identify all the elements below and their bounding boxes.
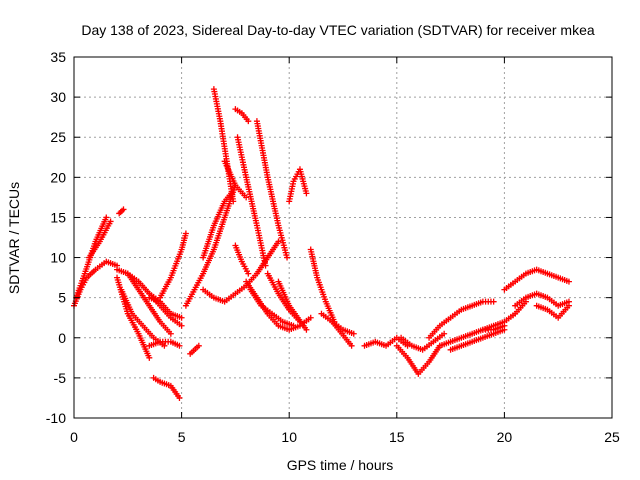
data-series-arc18	[221, 158, 250, 201]
y-tick-label: -10	[46, 410, 66, 426]
y-tick-label: -5	[54, 370, 67, 386]
y-tick-label: 10	[50, 250, 66, 266]
y-tick-label: 5	[58, 290, 66, 306]
x-tick-label: 5	[178, 429, 186, 445]
data-series-arc17	[210, 86, 237, 205]
chart-title: Day 138 of 2023, Sidereal Day-to-day VTE…	[81, 22, 594, 38]
y-tick-label: 30	[50, 89, 66, 105]
data-point	[107, 218, 114, 225]
data-series-arc15	[182, 182, 239, 309]
data-series-arc41	[533, 302, 572, 321]
data-series-arc3	[86, 218, 114, 261]
data-point	[120, 206, 127, 213]
data-series-arc29	[307, 246, 338, 325]
data-layer	[71, 86, 572, 401]
x-tick-label: 10	[281, 429, 297, 445]
data-point	[441, 330, 448, 337]
x-tick-label: 15	[389, 429, 405, 445]
grid-layer	[74, 57, 612, 418]
data-point	[103, 214, 110, 221]
data-series-arc35	[426, 298, 497, 341]
data-point	[245, 118, 252, 125]
plot-frame	[73, 56, 613, 419]
data-series-arc20	[234, 134, 269, 269]
data-series-arc6	[118, 286, 168, 349]
data-series-arc30	[318, 310, 357, 337]
data-series-arc12	[114, 266, 164, 305]
data-point	[307, 314, 314, 321]
data-point	[350, 330, 357, 337]
data-point	[182, 230, 189, 237]
data-series-arc37	[447, 326, 508, 353]
data-series-arc22	[253, 118, 291, 261]
data-point	[348, 342, 355, 349]
tick-layer: -10 -5 0 5 10 15 20 25 30 35 0 5 10 15 20 25	[46, 49, 620, 445]
data-series-arc16	[200, 190, 235, 261]
data-point	[565, 278, 572, 285]
data-point	[146, 354, 153, 361]
data-series-arc32	[361, 334, 411, 349]
data-point	[176, 342, 183, 349]
data-series-arc27	[275, 278, 310, 333]
data-series-arc4	[116, 206, 127, 217]
data-point	[161, 342, 168, 349]
y-tick-label: 25	[50, 129, 66, 145]
x-axis-label: GPS time / hours	[287, 457, 394, 473]
data-point	[303, 326, 310, 333]
data-series-arc25	[247, 286, 297, 329]
data-point	[501, 326, 508, 333]
data-point	[275, 238, 282, 245]
data-point	[290, 322, 297, 329]
data-series-arc5	[114, 274, 153, 361]
data-point	[490, 298, 497, 305]
data-point	[303, 190, 310, 197]
x-tick-label: 20	[497, 429, 513, 445]
data-point	[565, 302, 572, 309]
data-series-arc13	[157, 230, 189, 301]
data-point	[284, 254, 291, 261]
data-series-arc21	[232, 242, 252, 277]
data-series-arc28	[286, 166, 310, 205]
data-point	[230, 198, 237, 205]
data-series-arc40	[512, 290, 572, 309]
data-point	[195, 342, 202, 349]
data-series-arc10	[150, 374, 183, 401]
y-tick-label: 15	[50, 209, 66, 225]
data-series-arc23	[200, 238, 282, 305]
x-tick-label: 0	[70, 429, 78, 445]
x-tick-label: 25	[604, 429, 620, 445]
y-tick-label: 20	[50, 169, 66, 185]
data-point	[178, 322, 185, 329]
data-point	[176, 394, 183, 401]
data-point	[245, 270, 252, 277]
y-tick-label: 35	[50, 49, 66, 65]
y-tick-label: 0	[58, 330, 66, 346]
data-series-arc33	[393, 342, 443, 377]
data-point	[178, 314, 185, 321]
data-series-arc34	[398, 330, 448, 353]
data-series-arc14	[187, 342, 202, 357]
data-series-arc36	[436, 322, 508, 349]
data-series-arc11	[146, 338, 183, 349]
data-point	[167, 330, 174, 337]
data-series-arc31	[329, 318, 355, 349]
data-point	[243, 194, 250, 201]
data-series-arc39	[501, 266, 572, 293]
y-axis-label: SDTVAR / TECUs	[6, 182, 22, 294]
data-series-arc19	[232, 106, 252, 125]
